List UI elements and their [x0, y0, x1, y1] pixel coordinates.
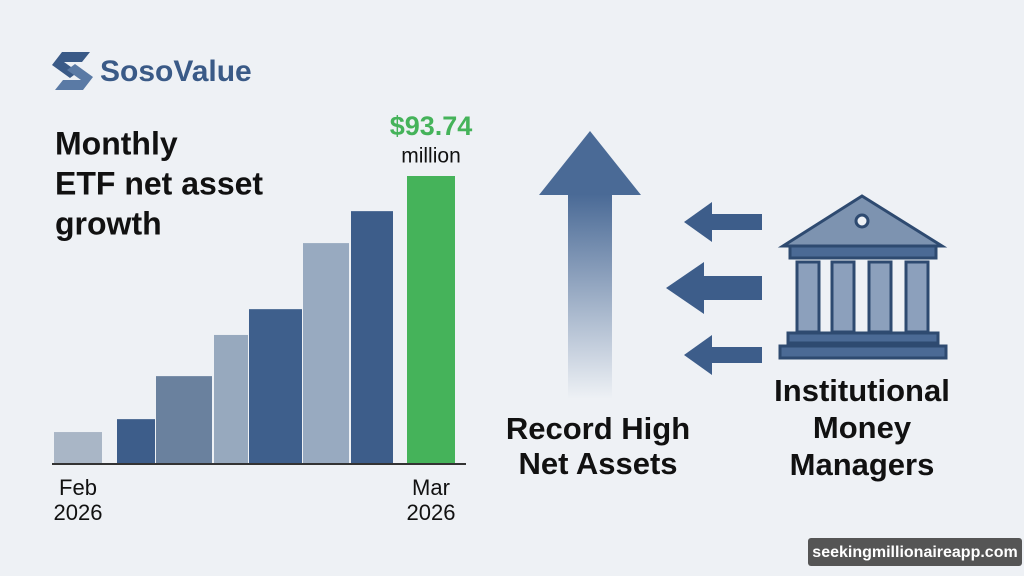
caption-line: Money [813, 410, 912, 445]
watermark-bg [808, 538, 1022, 566]
watermark: seekingmillionaireapp.com [812, 544, 1017, 561]
bank-icon [777, 194, 948, 360]
title-line: ETF net asset [55, 165, 263, 201]
bar [351, 211, 393, 464]
brand: SosoValue [100, 55, 252, 88]
caption-line: Record High [506, 411, 690, 446]
bar [54, 432, 102, 464]
bar [249, 309, 302, 464]
x-tick-label: Mar [412, 475, 450, 500]
title: Monthly ETF net asset growth [55, 125, 263, 241]
caption-line: Managers [790, 447, 935, 482]
title-line: Monthly [55, 125, 178, 161]
value-label: $93.74 [390, 111, 473, 141]
bar [407, 176, 455, 464]
x-tick-label: Feb [59, 475, 97, 500]
bar [117, 419, 155, 464]
bar [303, 243, 349, 464]
x-tick-label: 2026 [54, 500, 103, 525]
caption-line: Institutional [774, 373, 950, 408]
title-line: growth [55, 205, 162, 241]
unit-label: million [401, 145, 461, 168]
bar [156, 376, 212, 464]
caption-line: Net Assets [518, 446, 677, 481]
logo-icon [52, 52, 93, 90]
bar [214, 334, 248, 464]
up-arrow [539, 131, 641, 399]
x-tick-label: 2026 [407, 500, 456, 525]
inflow-arrows [666, 202, 762, 375]
